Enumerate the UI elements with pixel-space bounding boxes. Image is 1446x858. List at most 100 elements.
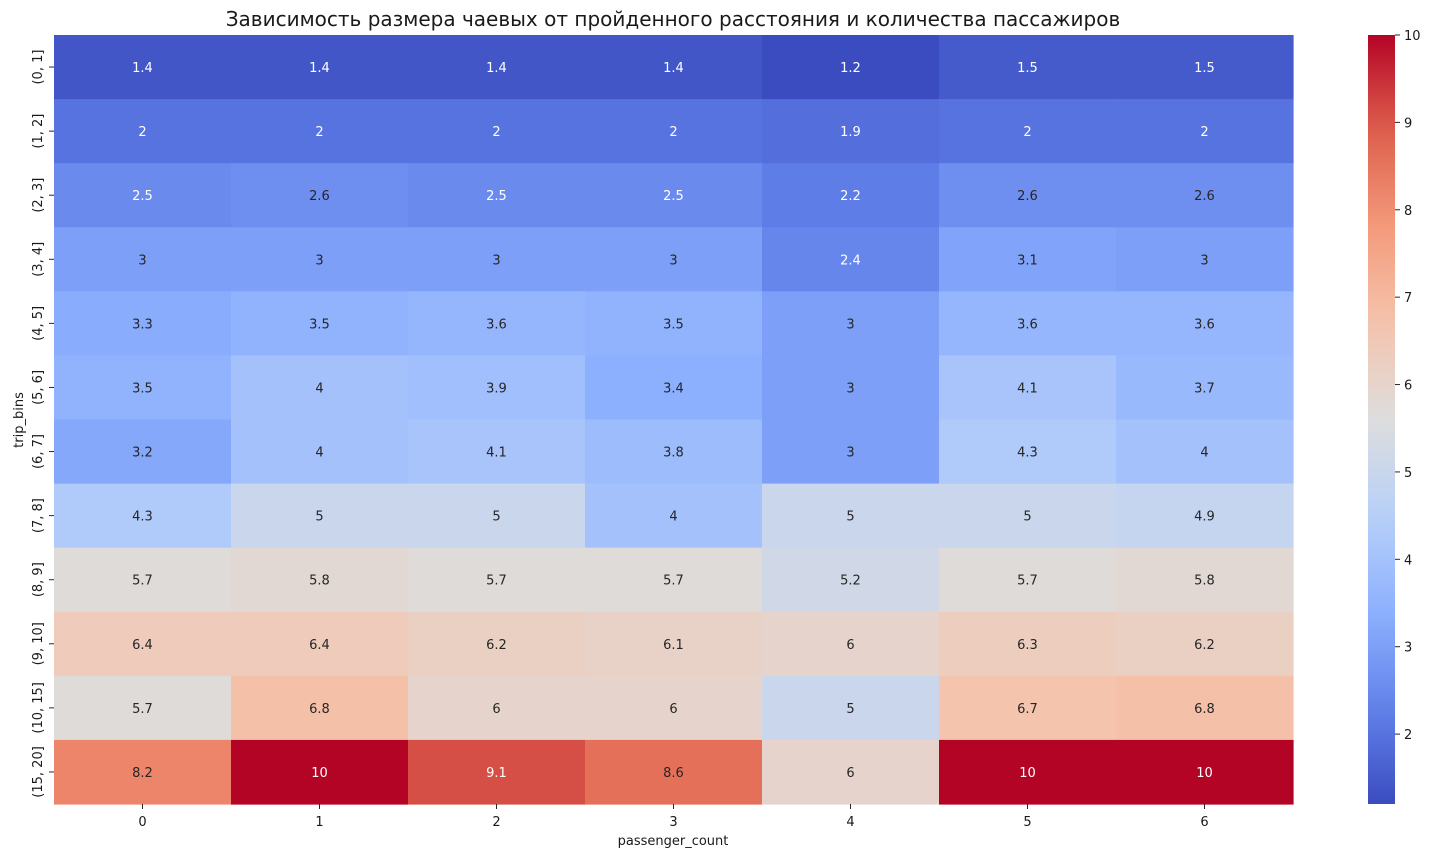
heatmap-cell — [231, 419, 409, 485]
x-axis-label: passenger_count — [618, 834, 729, 849]
cell-value-label: 2.6 — [1194, 189, 1215, 204]
cell-value-label: 5.7 — [486, 574, 507, 589]
colorbar-tick-label: 5 — [1404, 466, 1412, 481]
heatmap-cell — [762, 291, 940, 357]
heatmap-cell — [585, 419, 763, 485]
heatmap-cell — [54, 611, 232, 677]
heatmap-cell — [408, 227, 586, 292]
heatmap-cell — [1116, 227, 1294, 292]
x-tick-label: 4 — [846, 815, 854, 830]
heatmap-cell — [939, 99, 1117, 164]
heatmap-cell — [939, 739, 1117, 805]
colorbar — [1368, 35, 1395, 804]
cell-value-label: 8.2 — [132, 766, 153, 781]
colorbar-ticks: 2 3 4 5 6 7 8 9 10 — [1395, 29, 1421, 743]
heatmap-cell — [54, 35, 232, 100]
heatmap-cell — [54, 419, 232, 485]
cell-value-label: 2 — [492, 125, 500, 140]
cell-value-label: 4.3 — [1017, 446, 1038, 461]
heatmap-cell — [1116, 547, 1294, 613]
cell-value-label: 4 — [315, 381, 323, 396]
heatmap-cell — [762, 547, 940, 613]
cell-value-label: 1.5 — [1194, 61, 1215, 76]
cell-value-label: 5 — [846, 702, 854, 717]
cell-value-label: 10 — [1196, 766, 1213, 781]
cell-value-label: 6 — [669, 702, 677, 717]
cell-value-label: 6.1 — [663, 638, 684, 653]
heatmap-cell — [231, 355, 409, 421]
heatmap-cell — [585, 227, 763, 292]
heatmap-cell — [585, 739, 763, 805]
cell-value-label: 3 — [138, 253, 146, 268]
cell-value-label: 1.2 — [840, 61, 861, 76]
x-tick-label: 5 — [1023, 815, 1031, 830]
cell-value-label: 3.1 — [1017, 253, 1038, 268]
heatmap-cell — [939, 419, 1117, 485]
heatmap-cell — [54, 227, 232, 292]
cell-value-label: 2.5 — [486, 189, 507, 204]
y-tick-label: (10, 15] — [31, 682, 46, 734]
heatmap-cell — [231, 99, 409, 164]
x-tick-label: 2 — [492, 815, 500, 830]
cell-value-label: 9.1 — [486, 766, 507, 781]
cell-value-label: 2 — [315, 125, 323, 140]
cell-value-label: 2.4 — [840, 253, 861, 268]
cell-value-label: 3 — [846, 317, 854, 332]
heatmap-cell — [231, 35, 409, 100]
cell-value-label: 6.2 — [1194, 638, 1215, 653]
heatmap-cell — [231, 227, 409, 292]
heatmap-cell — [762, 35, 940, 100]
cell-value-label: 5.7 — [1017, 574, 1038, 589]
cell-value-label: 3.7 — [1194, 381, 1215, 396]
cell-value-label: 5 — [846, 510, 854, 525]
cell-value-label: 4.9 — [1194, 510, 1215, 525]
cell-value-label: 2 — [1023, 125, 1031, 140]
cell-value-label: 6 — [492, 702, 500, 717]
heatmap-cell — [231, 163, 409, 228]
heatmap-cell — [408, 739, 586, 805]
cell-value-label: 3.5 — [309, 317, 330, 332]
cell-value-label: 5 — [315, 510, 323, 525]
heatmap-cell — [939, 547, 1117, 613]
y-tick-label: (1, 2] — [31, 114, 46, 149]
heatmap-cell — [408, 547, 586, 613]
cell-value-label: 6.7 — [1017, 702, 1038, 717]
cell-value-label: 1.4 — [663, 61, 684, 76]
heatmap-cell — [1116, 291, 1294, 357]
heatmap-cell — [54, 355, 232, 421]
cell-value-label: 6.4 — [309, 638, 330, 653]
y-tick-label: (0, 1] — [31, 50, 46, 85]
cell-value-label: 6.8 — [309, 702, 330, 717]
heatmap-cell — [585, 355, 763, 421]
x-tick-label: 1 — [315, 815, 323, 830]
cell-value-label: 3.5 — [132, 381, 153, 396]
colorbar-tick-label: 7 — [1404, 291, 1412, 306]
cell-value-label: 10 — [311, 766, 328, 781]
heatmap-cell — [585, 291, 763, 357]
chart-title: Зависимость размера чаевых от пройденног… — [226, 7, 1121, 31]
cell-value-label: 4 — [669, 510, 677, 525]
colorbar-tick-label: 4 — [1404, 553, 1412, 568]
cell-value-label: 5 — [492, 510, 500, 525]
cell-value-label: 3.9 — [486, 381, 507, 396]
heatmap-cell — [585, 35, 763, 100]
heatmap-cell — [762, 419, 940, 485]
heatmap-cell — [408, 291, 586, 357]
heatmap-cell — [1116, 675, 1294, 741]
heatmap-cell — [231, 675, 409, 741]
heatmap-cell-labels: 1.4 1.4 1.4 1.4 1.2 1.5 1.5 2 2 2 2 1.9 2 2 2.5 2.6 2.5 2… — [132, 61, 1215, 781]
cell-value-label: 6.3 — [1017, 638, 1038, 653]
heatmap-cell — [231, 483, 409, 549]
heatmap-cell — [1116, 355, 1294, 421]
y-tick-label: (3, 4] — [31, 242, 46, 277]
heatmap-cell — [1116, 35, 1294, 100]
colorbar-tick-label: 6 — [1404, 379, 1412, 394]
heatmap-cell — [231, 739, 409, 805]
x-tick-label: 0 — [138, 815, 146, 830]
cell-value-label: 5 — [1023, 510, 1031, 525]
colorbar-tick-label: 9 — [1404, 116, 1412, 131]
heatmap-cell — [762, 483, 940, 549]
heatmap-cell — [408, 419, 586, 485]
cell-value-label: 1.4 — [486, 61, 507, 76]
